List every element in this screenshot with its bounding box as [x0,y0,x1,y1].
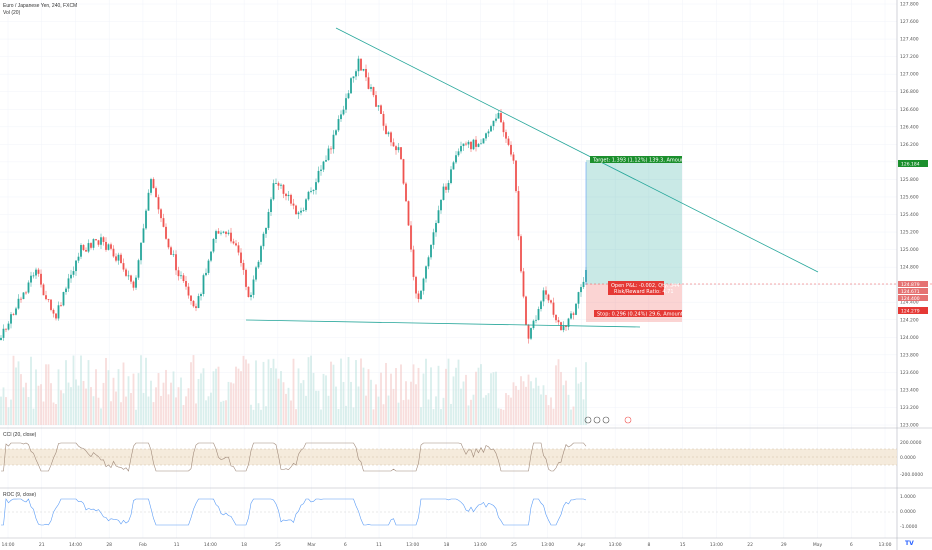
time-axis-label: 14:00 [2,542,15,548]
price-tag-2: 124.671 [901,289,920,295]
time-axis-label: 18 [241,542,247,548]
price-candles [0,55,587,344]
volume-bars [0,355,587,425]
profit-zone [586,160,682,284]
cci-axis-label: 200.0000 [900,440,922,446]
price-axis-label: 127.000 [900,72,919,78]
cci-line [1,442,587,472]
support-trendline[interactable] [245,319,641,328]
time-axis-label: 15 [680,542,686,548]
price-axis-label: 127.200 [900,54,919,60]
symbol-title: Euro / Japanese Yen, 240, FXCM [3,3,78,9]
stop-label: Stop: 0.296 (0.24%) 29.6, Amount: 739.18 [597,312,704,318]
price-axis-label: 127.800 [900,2,919,8]
target-label: Target: 1.393 (1.12%) 139.3, Amount: 217… [592,158,710,164]
time-axis-label: Feb [139,542,147,548]
price-axis-label: 126.800 [900,89,919,95]
price-axis-label: 127.600 [900,19,919,25]
price-axis-label: 125.200 [900,230,919,236]
time-axis-label: 13:00 [474,542,487,548]
price-axis-label: 123.000 [900,423,919,429]
time-axis-label: 13:00 [541,542,554,548]
time-axis-label: 6 [344,542,347,548]
roc-axis-label: 1.0000 [900,494,916,500]
price-axis-label: 125.800 [900,177,919,183]
time-axis-label: 11 [174,542,180,548]
price-axis-label: 127.400 [900,37,919,43]
long-position-tool[interactable]: Target: 1.393 (1.12%) 139.3, Amount: 217… [585,156,932,322]
time-axis-label: 11 [376,542,382,548]
time-axis[interactable]: 14:00 21 14:00 28 Feb 11 14:00 18 25 Mar 6 11 13:00 1… [2,542,892,548]
time-axis-label: 25 [511,542,517,548]
price-axis-label: 126.200 [900,142,919,148]
price-axis-label: 124.000 [900,335,919,341]
roc-axis-label: -1.0000 [900,524,918,530]
cci-axis-label: -200.0000 [900,472,923,478]
event-icons[interactable] [584,416,632,424]
time-axis-label: 13:00 [406,542,419,548]
time-axis-label: Mar [307,542,316,548]
price-tag-1: 124.879 [901,282,920,288]
roc-legend[interactable]: ROC (9, close) [3,492,37,498]
price-axis-label: 124.800 [900,265,919,271]
time-axis-label: 14:00 [204,542,217,548]
time-axis-label: 22 [747,542,753,548]
risk-reward-label: Risk/Reward Ratio: 4.71 [614,289,674,295]
time-axis-label: 6 [850,542,853,548]
price-axis-label: 123.600 [900,370,919,376]
time-axis-label: 8 [647,542,650,548]
current-price-tag: 126.184 [901,162,920,168]
price-axis-label: 126.600 [900,107,919,113]
cci-axis-label: 0.0000 [900,455,916,461]
price-tag-3: 124.400 [901,296,920,302]
price-axis-label: 123.400 [900,387,919,393]
price-axis-label: 125.000 [900,247,919,253]
tradingview-logo: TV [905,540,914,547]
time-axis-label: May [813,542,823,548]
resistance-trendline[interactable] [335,27,819,273]
time-axis-label: 13:00 [879,542,892,548]
price-axis-label: 123.800 [900,352,919,358]
time-axis-label: 13:00 [710,542,723,548]
roc-axis-label: 0.0000 [900,509,916,515]
price-axis[interactable]: 127.800 127.600 127.400 127.200 127.000 126.8… [900,2,919,429]
volume-legend: Vol (20) [3,10,21,16]
price-axis-label: 124.400 [900,300,919,306]
time-axis-label: 21 [39,542,45,548]
price-axis-label: 125.400 [900,212,919,218]
time-axis-label: 14:00 [69,542,82,548]
time-axis-label: Apr [578,542,586,548]
time-axis-label: 13:00 [609,542,622,548]
price-axis-label: 125.600 [900,194,919,200]
time-axis-label: 29 [781,542,787,548]
price-axis-label: 126.400 [900,124,919,130]
time-axis-label: 25 [275,542,281,548]
symbol-legend[interactable]: Euro / Japanese Yen, 240, FXCM Vol (20) [3,3,77,17]
price-axis-label: 123.200 [900,405,919,411]
open-pnl-label: Open P&L: -0.002, Qty: 344 [611,283,680,289]
time-axis-label: 28 [106,542,112,548]
time-axis-label: 18 [444,542,450,548]
price-axis-label: 124.200 [900,317,919,323]
roc-line [1,498,587,526]
stop-price-tag: 124.279 [901,309,920,315]
cci-legend[interactable]: CCI (20, close) [3,432,37,438]
